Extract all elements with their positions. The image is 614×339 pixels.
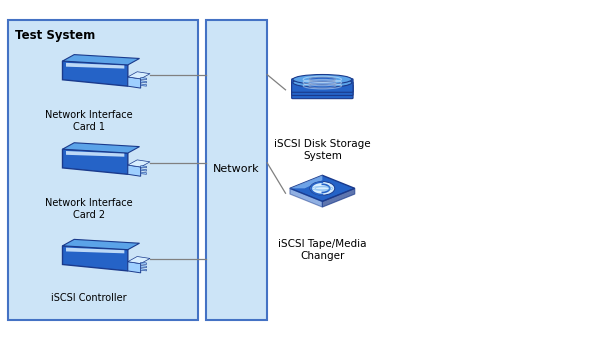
Polygon shape: [141, 265, 147, 268]
Text: Network: Network: [213, 164, 260, 175]
FancyBboxPatch shape: [292, 85, 353, 99]
Text: iSCSI Tape/Media
Changer: iSCSI Tape/Media Changer: [278, 239, 367, 261]
Polygon shape: [63, 246, 128, 271]
Polygon shape: [63, 143, 139, 153]
Ellipse shape: [309, 77, 336, 82]
FancyBboxPatch shape: [292, 82, 353, 96]
Polygon shape: [322, 188, 355, 207]
FancyBboxPatch shape: [8, 20, 198, 320]
Circle shape: [310, 181, 335, 195]
Polygon shape: [290, 175, 322, 188]
Polygon shape: [141, 78, 147, 80]
Polygon shape: [141, 169, 147, 171]
Polygon shape: [63, 239, 139, 250]
Polygon shape: [63, 61, 128, 86]
Polygon shape: [63, 55, 139, 65]
Polygon shape: [141, 262, 147, 264]
Polygon shape: [290, 188, 322, 207]
Polygon shape: [141, 166, 147, 168]
Polygon shape: [63, 149, 128, 174]
Polygon shape: [141, 84, 147, 86]
Text: iSCSI Disk Storage
System: iSCSI Disk Storage System: [274, 139, 371, 161]
Polygon shape: [66, 247, 124, 253]
Polygon shape: [128, 72, 150, 79]
Polygon shape: [141, 81, 147, 83]
FancyBboxPatch shape: [206, 20, 267, 320]
Ellipse shape: [309, 83, 336, 88]
Polygon shape: [66, 63, 124, 68]
Polygon shape: [128, 257, 150, 264]
Text: Network Interface
Card 2: Network Interface Card 2: [45, 198, 133, 220]
Polygon shape: [128, 160, 150, 167]
Polygon shape: [128, 77, 141, 88]
Polygon shape: [290, 175, 355, 201]
Ellipse shape: [309, 80, 336, 85]
Ellipse shape: [293, 78, 352, 87]
Ellipse shape: [293, 81, 352, 91]
Polygon shape: [141, 269, 147, 271]
Polygon shape: [141, 172, 147, 174]
Polygon shape: [128, 262, 141, 273]
FancyBboxPatch shape: [292, 79, 353, 92]
Text: Test System: Test System: [15, 29, 96, 42]
Polygon shape: [128, 165, 141, 176]
Ellipse shape: [293, 75, 352, 84]
Text: Network Interface
Card 1: Network Interface Card 1: [45, 110, 133, 132]
Polygon shape: [66, 151, 124, 157]
Text: iSCSI Controller: iSCSI Controller: [51, 293, 127, 303]
